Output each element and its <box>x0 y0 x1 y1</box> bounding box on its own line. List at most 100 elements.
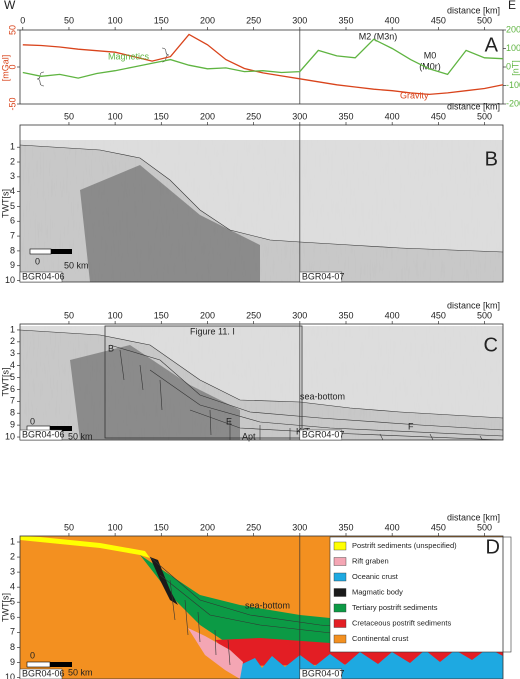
legend-label: Tertiary postrift sediments <box>352 603 438 612</box>
y-tick-label: 10 <box>5 431 15 441</box>
y-tick-label: 7 <box>10 396 15 406</box>
y2-tick-label: 0 <box>506 61 511 71</box>
scale-label: 50 km <box>64 260 89 270</box>
profile-label: BGR04-07 <box>302 429 345 439</box>
y-tick-label: 7 <box>10 230 15 240</box>
scale-bar <box>50 662 72 667</box>
y-tick-label: 9 <box>10 420 15 430</box>
y-tick-label: 3 <box>10 171 15 181</box>
geologic-unit <box>20 540 248 679</box>
x-tick-label: 100 <box>108 522 123 532</box>
scale-label: 50 km <box>68 431 93 441</box>
y2-axis-label: [nT] <box>510 60 520 76</box>
x-tick-label: 250 <box>246 522 261 532</box>
x-tick-label: 300 <box>292 15 307 25</box>
scale-label: 0 <box>30 650 35 660</box>
y-tick-label: -50 <box>7 97 17 110</box>
legend-label: Continental crust <box>352 634 409 643</box>
y-tick-label: 8 <box>10 408 15 418</box>
y-tick-label: 4 <box>10 360 15 370</box>
x-tick-label: 200 <box>200 111 215 121</box>
x-tick-label: 500 <box>477 15 492 25</box>
y-tick-label: 3 <box>10 348 15 358</box>
annotation: B <box>108 343 114 353</box>
y-tick-label: 9 <box>10 260 15 270</box>
x-tick-label: 400 <box>385 111 400 121</box>
y-tick-label: 0 <box>7 64 17 69</box>
profile-label: BGR04-06 <box>22 271 65 281</box>
y-tick-label: 5 <box>10 597 15 607</box>
series-label: Magnetics <box>108 51 150 61</box>
x-tick-label: 150 <box>154 522 169 532</box>
annotation: Figure 11. I <box>190 326 235 336</box>
y-axis-label: TWT[s] <box>0 368 10 397</box>
scale-label: 0 <box>35 256 40 266</box>
legend-swatch <box>333 572 347 582</box>
y-tick-label: 4 <box>10 582 15 592</box>
x-axis-label: distance [km] <box>447 5 500 15</box>
y2-tick-label: 100 <box>506 43 520 53</box>
x-tick-label: 350 <box>338 310 353 320</box>
geologic-unit <box>150 557 178 605</box>
x-tick-label: 200 <box>200 310 215 320</box>
annotation: (M0r) <box>419 61 441 71</box>
y-tick-label: 3 <box>10 567 15 577</box>
annotation: M2 (M3n) <box>359 31 398 41</box>
x-tick-label: 50 <box>64 522 74 532</box>
seismic-section <box>20 326 503 440</box>
panel-label: C <box>484 334 498 356</box>
legend-swatch <box>333 619 347 628</box>
x-axis-label: distance [km] <box>447 512 500 522</box>
legend-swatch <box>333 588 347 597</box>
x-tick-label: 500 <box>477 111 492 121</box>
series-line <box>22 33 504 96</box>
profile-tag <box>299 271 343 283</box>
x-tick-label: 0 <box>20 15 25 25</box>
x-tick-label: 100 <box>108 111 123 121</box>
x-tick-label: 200 <box>200 15 215 25</box>
x-tick-label: 150 <box>154 111 169 121</box>
profile-tag <box>19 271 63 283</box>
panel-label: D <box>486 536 500 558</box>
annotation: E <box>226 416 232 426</box>
y-tick-label: 2 <box>10 156 15 166</box>
x-tick-label: 400 <box>385 15 400 25</box>
y-tick-label: 6 <box>10 384 15 394</box>
y-tick-label: 5 <box>10 372 15 382</box>
y-tick-label: 50 <box>7 25 17 35</box>
y-tick-label: 10 <box>5 672 15 679</box>
scale-bar <box>26 661 51 668</box>
profile-label: BGR04-07 <box>302 271 345 281</box>
scale-label: 50 km <box>68 667 93 677</box>
x-tick-label: 50 <box>64 111 74 121</box>
y2-tick-label: -100 <box>506 80 520 90</box>
bracket <box>36 71 45 87</box>
x-tick-label: 300 <box>292 111 307 121</box>
geologic-unit <box>20 536 150 558</box>
profile-tag <box>19 429 63 441</box>
x-tick-label: 150 <box>154 15 169 25</box>
y2-tick-label: -200 <box>506 98 520 108</box>
x-tick-label: 250 <box>246 111 261 121</box>
x-axis-label: distance [km] <box>447 300 500 310</box>
x-tick-label: 250 <box>246 15 261 25</box>
y-tick-label: 1 <box>10 324 15 334</box>
x-tick-label: 300 <box>292 522 307 532</box>
x-tick-label: 100 <box>108 15 123 25</box>
x-tick-label: 250 <box>246 310 261 320</box>
scale-label: 0 <box>30 416 35 426</box>
east-label: E <box>508 0 516 12</box>
legend-label: Cretaceous postrift sediments <box>352 618 451 627</box>
y-tick-label: 2 <box>10 551 15 561</box>
y-tick-label: 6 <box>10 216 15 226</box>
x-tick-label: 50 <box>64 310 74 320</box>
legend-label: Oceanic crust <box>352 572 399 581</box>
x-tick-label: 200 <box>200 522 215 532</box>
x-tick-label: 500 <box>477 310 492 320</box>
y-tick-label: 8 <box>10 642 15 652</box>
x-tick-label: 100 <box>108 310 123 320</box>
x-tick-label: 350 <box>338 111 353 121</box>
legend-box <box>329 536 512 653</box>
